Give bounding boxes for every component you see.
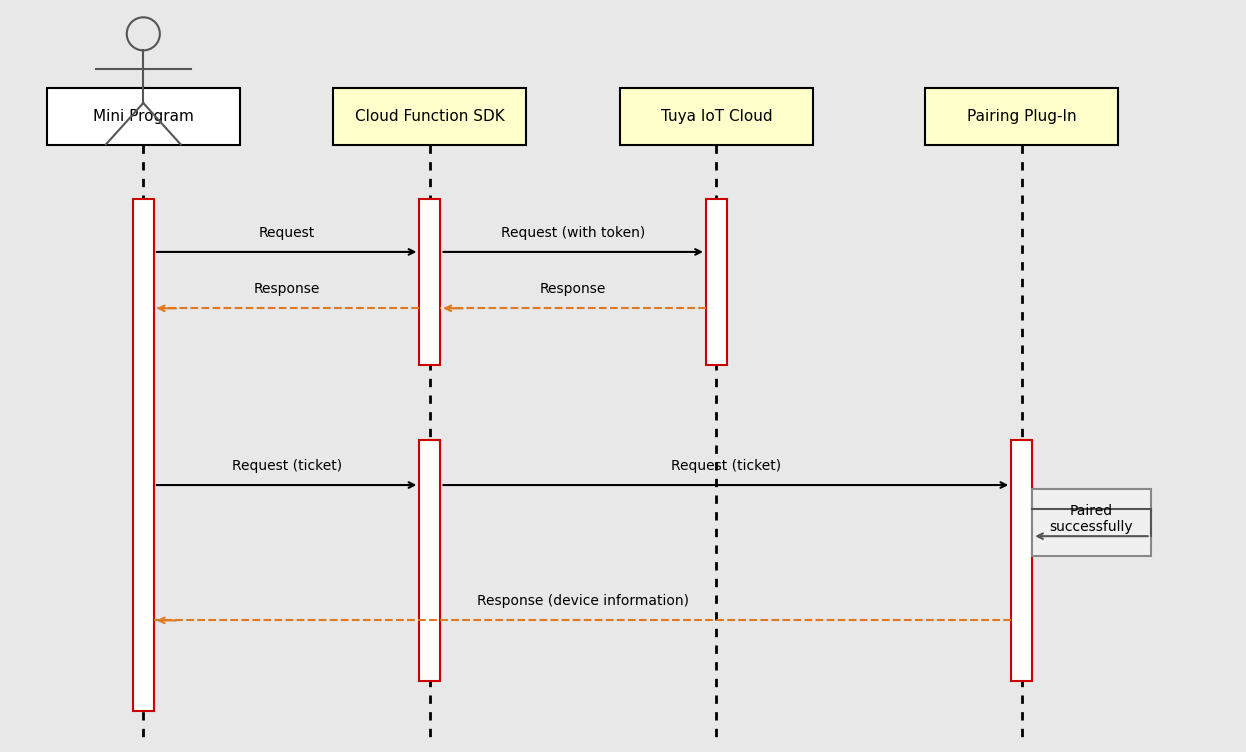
Text: Response: Response (253, 282, 320, 296)
FancyBboxPatch shape (1012, 440, 1032, 681)
Text: Request: Request (258, 226, 315, 240)
Text: Response: Response (540, 282, 607, 296)
Text: Paired
successfully: Paired successfully (1049, 504, 1134, 534)
Text: Request (ticket): Request (ticket) (232, 459, 341, 473)
Text: Pairing Plug-In: Pairing Plug-In (967, 109, 1077, 124)
Text: Mini Program: Mini Program (93, 109, 193, 124)
FancyBboxPatch shape (419, 199, 441, 365)
FancyBboxPatch shape (1032, 489, 1150, 556)
FancyBboxPatch shape (419, 440, 441, 681)
FancyBboxPatch shape (619, 89, 812, 144)
Text: Request (ticket): Request (ticket) (670, 459, 781, 473)
Text: Request (with token): Request (with token) (501, 226, 645, 240)
FancyBboxPatch shape (133, 199, 155, 711)
FancyBboxPatch shape (925, 89, 1118, 144)
Text: Cloud Function SDK: Cloud Function SDK (355, 109, 505, 124)
Text: Tuya IoT Cloud: Tuya IoT Cloud (660, 109, 773, 124)
FancyBboxPatch shape (47, 89, 239, 144)
Text: Response (device information): Response (device information) (476, 594, 689, 608)
FancyBboxPatch shape (705, 199, 728, 365)
FancyBboxPatch shape (333, 89, 526, 144)
